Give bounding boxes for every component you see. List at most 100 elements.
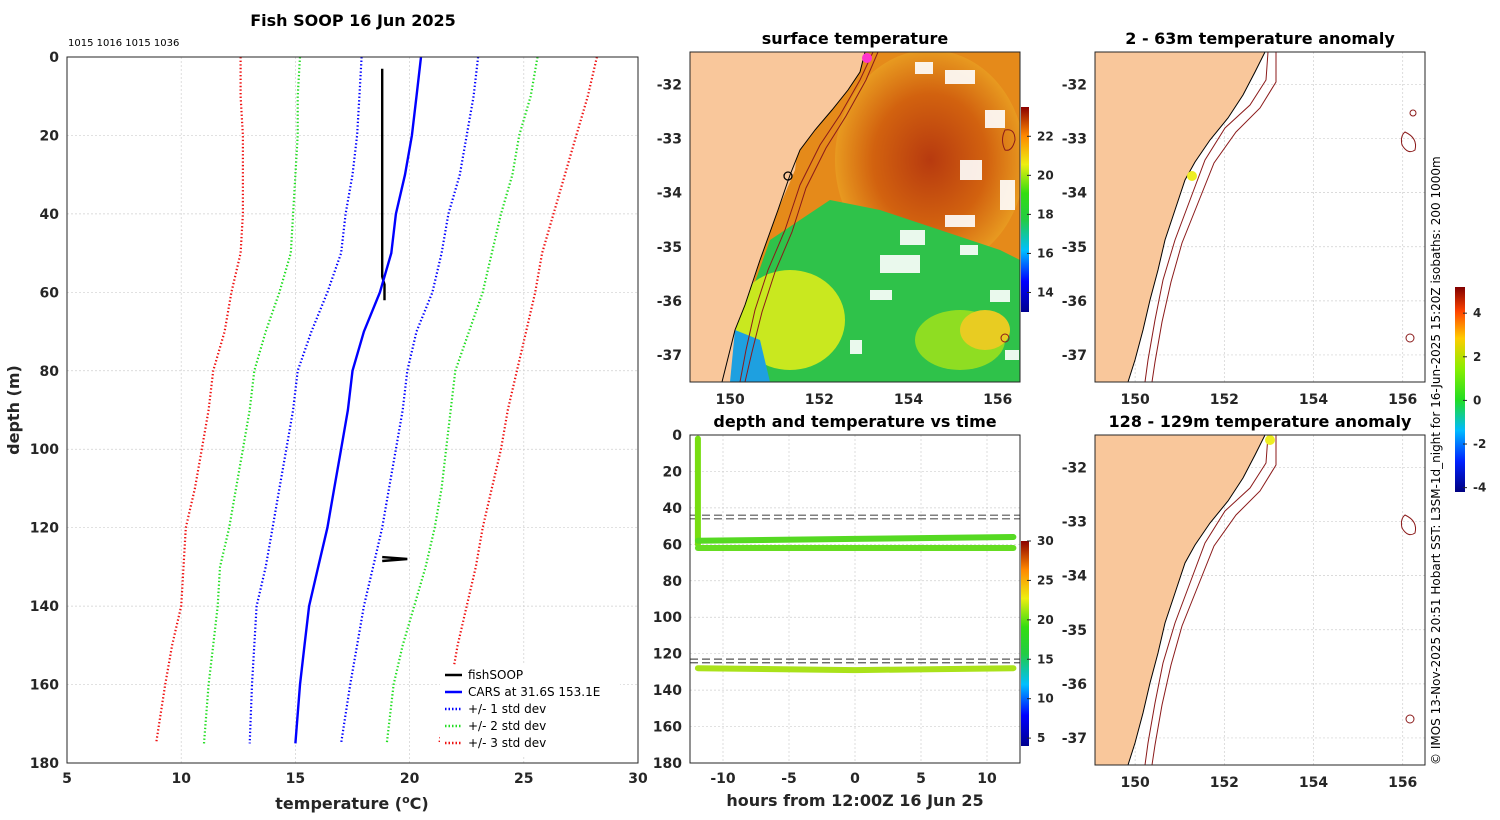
time-cbtick: 5 (1037, 731, 1045, 745)
anom-deep-ytick: -36 (1062, 677, 1087, 693)
time-xtick: 0 (850, 771, 860, 787)
time-ytick: 180 (653, 756, 682, 772)
profile-title: Fish SOOP 16 Jun 2025 (250, 11, 456, 30)
profile-line--3-std-dev (155, 57, 244, 744)
depth-profile-panel: Fish SOOP 16 Jun 2025 1015 1016 1015 103… (4, 11, 648, 813)
legend-cars: CARS at 31.6S 153.1E (468, 685, 600, 699)
anom-shallow-ytick: -36 (1062, 294, 1087, 310)
anomaly-deep-panel: 128 - 129m temperature anomaly 150 152 154… (1062, 412, 1426, 791)
anomaly-shallow-marker (1187, 171, 1197, 181)
time-cbtick: 25 (1037, 573, 1054, 587)
legend-3std: +/- 3 std dev (468, 736, 546, 750)
sst-xtick: 156 (983, 392, 1012, 408)
anom-cbtick: 4 (1473, 306, 1481, 320)
profile-ytick: 20 (40, 128, 60, 144)
time-xtick: 10 (977, 771, 997, 787)
surface-temperature-panel: surface temperature (657, 29, 1054, 408)
profile-legend: fishSOOP CARS at 31.6S 153.1E +/- 1 std … (440, 665, 620, 757)
time-track-track-128m (694, 665, 1017, 674)
time-title: depth and temperature vs time (713, 412, 996, 431)
anom-shallow-ytick: -33 (1062, 132, 1087, 148)
anom-deep-xtick: 150 (1121, 775, 1150, 791)
sst-ytick: -35 (657, 240, 682, 256)
profile-ytick: 180 (30, 756, 59, 772)
sst-map-field (690, 52, 1020, 382)
legend-2std: +/- 2 std dev (468, 719, 546, 733)
profile-xtick: 5 (62, 771, 72, 787)
profile-xtick: 25 (514, 771, 533, 787)
profile-line--1-std-dev (340, 56, 480, 744)
profile-ytick: 120 (30, 521, 59, 537)
time-series-panel: depth and temperature vs time -10 -5 0 5 100… (653, 412, 1054, 810)
sst-colorbar (1021, 107, 1029, 312)
anomaly-deep-title: 128 - 129m temperature anomaly (1109, 412, 1412, 431)
time-ytick: 120 (653, 647, 682, 663)
profile-ylabel: depth (m) (4, 365, 23, 455)
profile-ytick: 80 (40, 364, 60, 380)
time-cbtick: 10 (1037, 692, 1054, 706)
anom-shallow-ytick: -37 (1062, 348, 1087, 364)
anom-deep-ytick: -33 (1062, 515, 1087, 531)
time-ytick: 140 (653, 683, 682, 699)
sst-location-marker (862, 53, 872, 63)
anom-shallow-ytick: -34 (1062, 186, 1088, 202)
profile-line--2-std-dev (202, 56, 302, 744)
profile-ytick: 0 (49, 50, 59, 66)
time-ytick: 60 (663, 537, 683, 553)
anom-deep-xtick: 152 (1210, 775, 1239, 791)
sst-ytick: -32 (657, 77, 682, 93)
anom-shallow-xtick: 154 (1299, 392, 1328, 408)
profile-xtick: 30 (628, 771, 648, 787)
profile-line-fishsoop-deep (382, 555, 408, 563)
profile-axes-frame (66, 56, 639, 764)
profile-line-cars-at-31-6s-153-1e (294, 56, 423, 744)
sst-ytick: -33 (657, 132, 682, 148)
legend-1std: +/- 1 std dev (468, 702, 546, 716)
sst-xtick: 152 (805, 392, 834, 408)
anom-shallow-xtick: 150 (1121, 392, 1150, 408)
time-cbtick: 20 (1037, 613, 1054, 627)
side-caption: © IMOS 13-Nov-2025 20:51 Hobart SST: L3S… (1429, 156, 1443, 765)
profile-ytick: 40 (40, 207, 60, 223)
sst-xtick: 154 (894, 392, 923, 408)
sst-ytick: -34 (657, 186, 683, 202)
time-ytick: 100 (653, 610, 682, 626)
anom-shallow-xtick: 156 (1388, 392, 1417, 408)
anom-shallow-xtick: 152 (1210, 392, 1239, 408)
time-xtick: -5 (781, 771, 797, 787)
anom-deep-xtick: 156 (1388, 775, 1417, 791)
time-ytick: 40 (663, 501, 683, 517)
anomaly-colorbar (1455, 287, 1465, 492)
anom-cbtick: -4 (1473, 481, 1486, 495)
anom-deep-xtick: 154 (1299, 775, 1328, 791)
profile-ytick: 60 (40, 285, 60, 301)
profile-line--1-std-dev (248, 56, 363, 744)
time-ytick: 160 (653, 720, 682, 736)
anom-deep-ytick: -35 (1062, 623, 1087, 639)
sst-ytick: -36 (657, 294, 682, 310)
profile-ytick: 160 (30, 678, 59, 694)
sst-xtick: 150 (716, 392, 745, 408)
sst-cbtick: 18 (1037, 207, 1054, 221)
anomaly-shallow-title: 2 - 63m temperature anomaly (1125, 29, 1395, 48)
anomaly-deep-marker (1265, 435, 1275, 445)
anom-shallow-ytick: -35 (1062, 240, 1087, 256)
profile-line-fishsoop (381, 68, 386, 301)
time-ytick: 20 (663, 464, 683, 480)
anom-cbtick: 2 (1473, 350, 1481, 364)
profile-ytick: 140 (30, 599, 59, 615)
time-cbtick: 30 (1037, 534, 1054, 548)
time-track-track-58m (694, 534, 1017, 544)
profile-header-values: 1015 1016 1015 1036 (68, 38, 179, 49)
time-colorbar (1021, 541, 1029, 746)
profile-xlabel: temperature (oC) (275, 793, 428, 813)
time-ytick: 80 (663, 574, 683, 590)
anom-shallow-ytick: -32 (1062, 77, 1087, 93)
anom-deep-ytick: -34 (1062, 569, 1088, 585)
profile-line--2-std-dev (385, 56, 539, 744)
time-ytick: 0 (672, 428, 682, 444)
sst-cbtick: 16 (1037, 246, 1054, 260)
sst-cbtick: 20 (1037, 168, 1054, 182)
anom-deep-ytick: -32 (1062, 460, 1087, 476)
profile-xtick: 20 (400, 771, 420, 787)
